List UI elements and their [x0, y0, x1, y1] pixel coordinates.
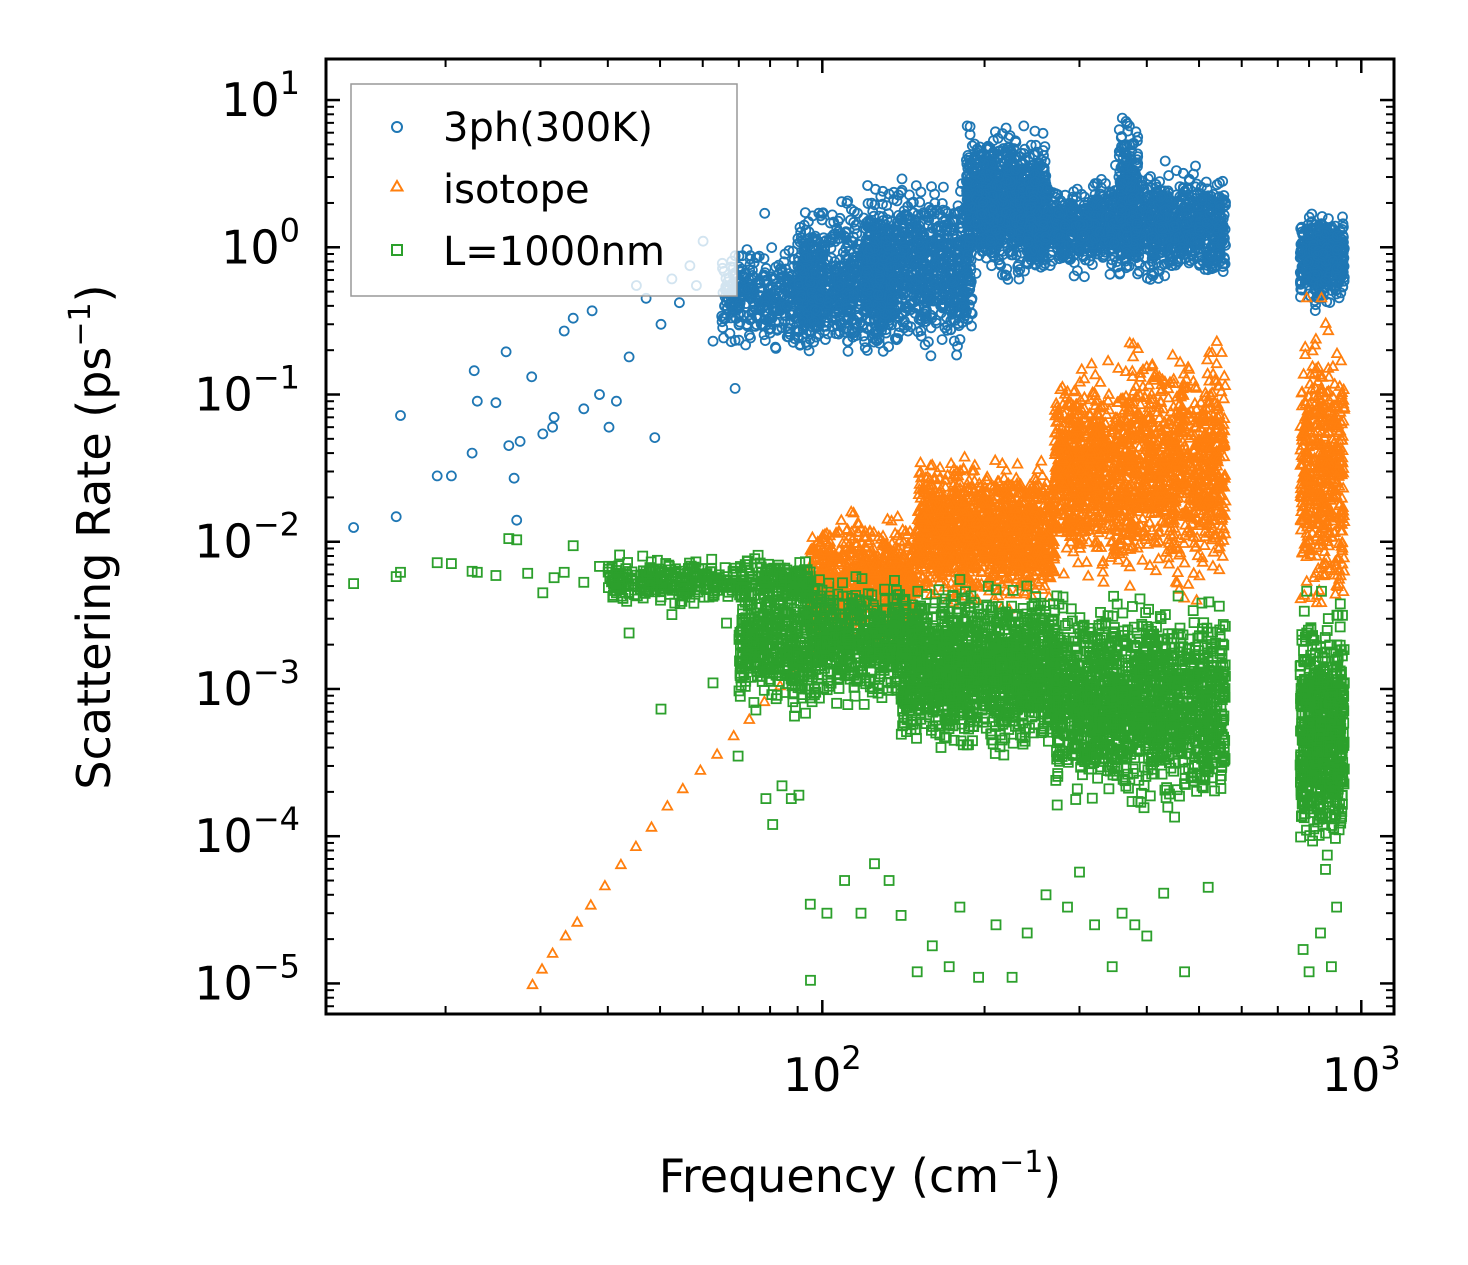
scatter-point-3ph — [758, 253, 770, 265]
scatter-point-3ph — [808, 315, 820, 327]
scatter-point-3ph — [749, 320, 761, 332]
scatter-point-3ph — [815, 210, 827, 222]
scatter-point-3ph — [824, 217, 836, 229]
scatter-point-3ph — [827, 233, 838, 245]
scatter-point-3ph — [847, 331, 859, 343]
scatter-point-3ph — [803, 345, 815, 357]
scatter-point-3ph — [759, 293, 771, 305]
scatter-point-3ph — [766, 242, 778, 254]
scatter-point-3ph — [826, 252, 837, 264]
scatter-point-3ph — [764, 327, 776, 339]
scatter-point-3ph — [725, 312, 737, 324]
scatter-point-3ph — [844, 274, 856, 286]
scatter-point-3ph — [837, 247, 849, 258]
scatter-point-3ph — [849, 223, 861, 235]
scatter-point-3ph — [744, 253, 756, 265]
scatter-point-3ph — [848, 206, 860, 217]
scatter-point-3ph — [722, 303, 733, 315]
scatter-point-3ph — [781, 300, 793, 312]
scatter-point-3ph — [760, 274, 772, 286]
scatter-point-3ph — [836, 196, 847, 208]
scatter-point-3ph — [733, 334, 745, 346]
scatter-point-3ph — [840, 227, 851, 239]
scatter-point-3ph — [765, 312, 776, 324]
scatter-point-3ph — [759, 300, 771, 312]
scatter-point-3ph — [760, 262, 772, 274]
scatter-point-3ph — [770, 342, 782, 354]
scatter-point-3ph — [841, 197, 853, 209]
scatter-point-3ph — [792, 331, 804, 343]
scatter-point-3ph — [813, 207, 825, 219]
scatter-point-3ph — [776, 267, 788, 279]
scatter-point-3ph — [747, 282, 759, 294]
scatter-point-3ph — [768, 305, 779, 317]
scatter-point-3ph — [797, 308, 809, 320]
scatter-point-3ph — [717, 322, 729, 334]
scatter-point-3ph — [848, 327, 859, 339]
scatter-point-3ph — [798, 264, 810, 276]
scatter-point-3ph — [801, 339, 813, 351]
scatter-point-3ph — [774, 302, 786, 314]
scatter-point-3ph — [845, 214, 856, 226]
scatter-point-3ph — [729, 334, 741, 346]
scatter-point-3ph — [851, 317, 863, 329]
scatter-point-3ph — [842, 345, 854, 357]
scatter-point-3ph — [741, 244, 753, 256]
scatter-point-3ph — [823, 297, 834, 309]
scatter-point-3ph — [734, 297, 746, 309]
scatter-point-3ph — [728, 306, 739, 318]
data-marks — [348, 112, 1351, 990]
scatter-point-3ph — [807, 210, 819, 222]
scatter-point-3ph — [850, 254, 861, 266]
scatter-point-3ph — [755, 282, 767, 294]
scatter-point-3ph — [724, 327, 736, 339]
scatter-point-3ph — [719, 300, 730, 312]
scatter-point-3ph — [751, 319, 762, 331]
scatter-point-3ph — [800, 224, 812, 236]
scatter-point-3ph — [817, 207, 828, 219]
scatter-point-3ph — [747, 296, 759, 308]
scatter-point-3ph — [794, 338, 806, 350]
scatter-point-3ph — [798, 219, 810, 231]
scatter-point-3ph — [747, 264, 758, 276]
scatter-point-3ph — [759, 335, 771, 347]
scatter-point-3ph — [802, 310, 813, 322]
scatter-point-3ph — [733, 319, 745, 331]
scatter-point-3ph — [833, 233, 845, 244]
scatter-point-3ph — [859, 342, 871, 354]
scatter-point-3ph — [753, 301, 765, 313]
